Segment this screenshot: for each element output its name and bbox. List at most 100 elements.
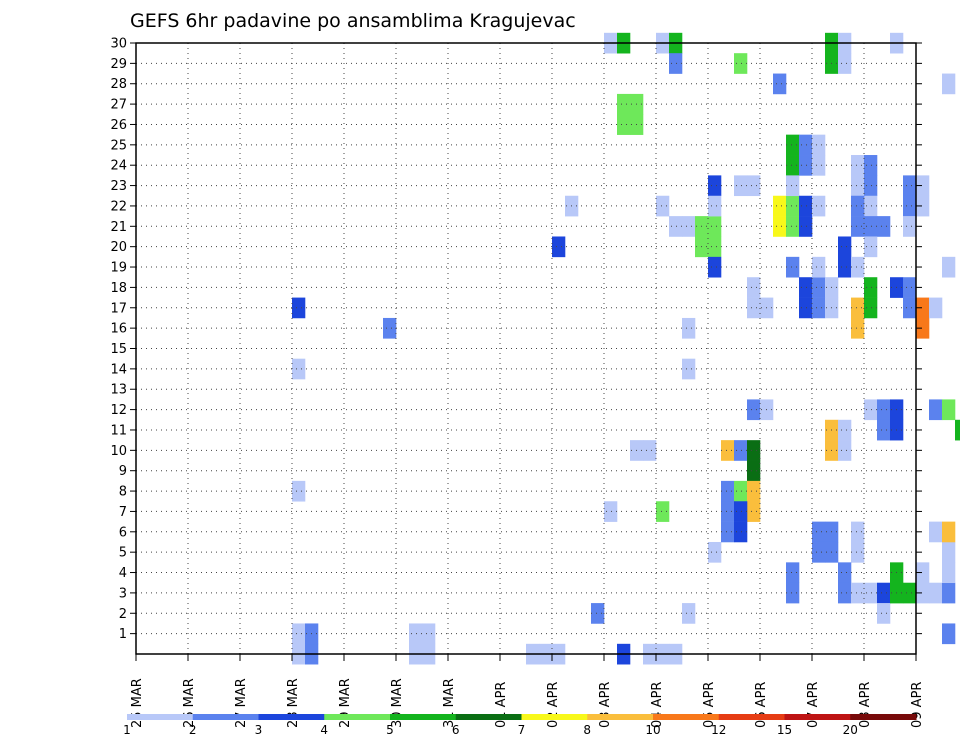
heat-cell	[838, 440, 852, 461]
colorbar: 1 2 3 4 5 6 7 8 10 12 15 20	[123, 714, 917, 737]
colorbar-swatch	[587, 714, 654, 720]
colorbar-label: 5	[386, 723, 394, 737]
heat-cell	[864, 216, 878, 237]
y-tick-label: 7	[119, 505, 127, 520]
y-tick-label: 8	[119, 485, 127, 500]
heat-cell	[812, 541, 826, 563]
x-tick-label: 29 MAR	[338, 678, 353, 728]
heat-cell	[799, 195, 813, 217]
colorbar-swatch	[127, 714, 194, 720]
heat-cell	[708, 216, 722, 237]
heat-cell	[838, 582, 852, 604]
y-tick-label: 26	[110, 118, 127, 133]
y-tick-label: 30	[110, 37, 127, 52]
colorbar-swatch	[521, 714, 588, 720]
x-tick-label: 03 APR	[598, 682, 613, 728]
heat-cell	[812, 134, 826, 156]
heat-cell	[617, 93, 631, 115]
heat-cell	[942, 256, 956, 278]
heat-cell	[812, 256, 826, 278]
heat-cell	[916, 582, 930, 604]
y-tick-label: 15	[110, 342, 127, 357]
heat-cell	[812, 195, 826, 217]
heat-cell	[747, 175, 761, 197]
y-tick-label: 1	[119, 627, 127, 642]
heat-cell	[942, 623, 956, 645]
y-tick-label: 17	[110, 301, 127, 316]
y-tick-label: 18	[110, 281, 127, 296]
heat-cell	[851, 521, 865, 543]
heat-cell	[864, 175, 878, 197]
heat-cell	[903, 582, 917, 604]
colorbar-label: 20	[843, 723, 858, 737]
heat-cell	[747, 480, 761, 502]
heat-cell	[721, 521, 735, 543]
heat-cell	[877, 216, 891, 237]
heat-cell	[786, 256, 800, 278]
x-tick-label: 30 MAR	[390, 678, 405, 728]
heat-cell	[669, 216, 683, 237]
heat-cell	[955, 419, 960, 441]
colorbar-swatch	[324, 714, 391, 720]
heat-cell	[903, 195, 917, 217]
colorbar-label: 4	[320, 723, 328, 737]
colorbar-label: 8	[583, 723, 591, 737]
heat-cell	[799, 277, 813, 298]
heat-cell	[682, 317, 696, 339]
heat-cell	[877, 399, 891, 421]
heat-cell	[292, 297, 306, 319]
heat-cell	[643, 440, 657, 461]
colorbar-label: 7	[518, 723, 526, 737]
heat-cell	[773, 216, 787, 237]
heat-cell	[747, 501, 761, 522]
heat-cell	[812, 155, 826, 176]
x-tick-label: 04 APR	[650, 682, 665, 728]
colorbar-label: 6	[452, 723, 460, 737]
colorbar-swatch	[653, 714, 720, 720]
chart-title: GEFS 6hr padavine po ansamblima Kragujev…	[130, 10, 576, 32]
y-tick-label: 27	[110, 98, 127, 113]
colorbar-label: 10	[645, 723, 660, 737]
heat-cell	[929, 399, 943, 421]
y-tick-label: 21	[110, 220, 127, 235]
heat-cell	[851, 317, 865, 339]
heat-cell	[708, 236, 722, 258]
colorbar-label: 1	[123, 723, 131, 737]
heat-cell	[292, 623, 306, 645]
heat-cell	[812, 521, 826, 543]
heat-cell	[786, 562, 800, 584]
heat-cell	[708, 541, 722, 563]
x-tick-label: 28 MAR	[286, 678, 301, 728]
heat-cell	[799, 134, 813, 156]
y-tick-label: 22	[110, 199, 127, 214]
heat-cell	[812, 277, 826, 298]
heat-cell	[838, 236, 852, 258]
y-tick-label: 12	[110, 403, 127, 418]
heat-cell	[799, 297, 813, 319]
heat-cell	[747, 399, 761, 421]
colorbar-swatch	[258, 714, 325, 720]
heat-cell	[682, 358, 696, 380]
heat-cell	[877, 603, 891, 624]
heat-cell	[851, 582, 865, 604]
heat-cell	[942, 521, 956, 543]
y-axis: 1234567891011121314151617181920212223242…	[110, 37, 922, 642]
heat-cell	[708, 256, 722, 278]
heat-cell	[734, 480, 748, 502]
y-tick-label: 29	[110, 57, 127, 72]
heat-cell	[851, 195, 865, 217]
x-tick-label: 09 APR	[910, 682, 925, 728]
x-tick-label: 25 MAR	[130, 678, 145, 728]
heat-cell	[903, 297, 917, 319]
heat-cell	[929, 521, 943, 543]
heat-cell	[864, 297, 878, 319]
colorbar-swatch	[718, 714, 785, 720]
heat-cell	[383, 317, 397, 339]
heat-cell	[656, 195, 670, 217]
heat-cell	[656, 501, 670, 522]
heat-cell	[942, 562, 956, 584]
heat-cell	[747, 297, 761, 319]
y-tick-label: 13	[110, 383, 127, 398]
heat-cell	[734, 53, 748, 74]
